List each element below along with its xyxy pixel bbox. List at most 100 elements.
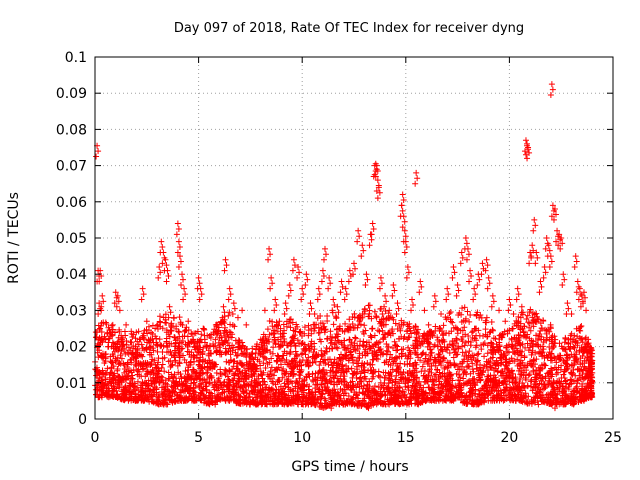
data-point xyxy=(550,378,557,385)
data-point xyxy=(461,324,468,331)
data-point xyxy=(414,175,421,182)
data-point xyxy=(528,398,535,405)
data-point xyxy=(238,375,245,382)
data-point xyxy=(486,384,493,391)
data-point xyxy=(366,345,373,352)
data-point xyxy=(157,319,164,326)
data-point xyxy=(341,328,348,335)
data-point xyxy=(312,358,319,365)
data-point xyxy=(360,247,367,254)
data-point xyxy=(310,349,317,356)
data-point xyxy=(455,344,462,351)
data-point xyxy=(228,334,235,341)
data-point xyxy=(377,388,384,395)
data-point xyxy=(213,370,220,377)
data-point xyxy=(109,351,116,358)
data-point xyxy=(414,395,421,402)
data-point xyxy=(127,367,134,374)
data-point xyxy=(99,353,106,360)
data-point xyxy=(406,347,413,354)
data-point xyxy=(209,392,216,399)
data-point xyxy=(118,355,125,362)
data-point xyxy=(93,153,100,160)
data-point xyxy=(364,350,371,357)
data-point xyxy=(100,298,107,305)
data-point xyxy=(166,303,173,310)
data-point xyxy=(504,330,511,337)
data-point xyxy=(481,340,488,347)
data-point xyxy=(302,351,309,358)
data-point xyxy=(547,253,554,260)
data-point xyxy=(108,364,115,371)
data-point xyxy=(327,340,334,347)
data-point xyxy=(460,375,467,382)
data-point xyxy=(271,307,278,314)
data-point xyxy=(135,341,142,348)
data-point xyxy=(496,347,503,354)
data-point xyxy=(345,278,352,285)
data-point xyxy=(133,358,140,365)
data-point xyxy=(517,332,524,339)
data-point xyxy=(409,382,416,389)
data-point xyxy=(214,328,221,335)
data-point xyxy=(534,254,541,261)
data-point xyxy=(104,365,111,372)
data-point xyxy=(320,359,327,366)
data-point xyxy=(579,352,586,359)
data-point xyxy=(104,330,111,337)
data-point xyxy=(117,352,124,359)
data-point xyxy=(417,278,424,285)
data-point xyxy=(198,331,205,338)
data-point xyxy=(414,326,421,333)
data-point xyxy=(208,350,215,357)
data-point xyxy=(98,335,105,342)
data-point xyxy=(143,318,150,325)
data-point xyxy=(270,327,277,334)
data-point xyxy=(121,328,128,335)
data-point xyxy=(379,310,386,317)
data-point xyxy=(445,291,452,298)
data-point xyxy=(148,393,155,400)
data-point xyxy=(406,320,413,327)
data-point xyxy=(321,357,328,364)
data-point xyxy=(280,321,287,328)
data-point xyxy=(321,371,328,378)
data-point xyxy=(376,285,383,292)
data-point xyxy=(517,324,524,331)
data-point xyxy=(191,343,198,350)
data-point xyxy=(140,291,147,298)
data-point xyxy=(431,382,438,389)
data-point xyxy=(219,314,226,321)
data-point xyxy=(574,342,581,349)
data-point xyxy=(468,329,475,336)
data-point xyxy=(374,177,381,184)
data-point xyxy=(300,394,307,401)
data-point xyxy=(144,370,151,377)
data-point xyxy=(139,366,146,373)
data-point xyxy=(571,354,578,361)
data-point xyxy=(450,324,457,331)
data-point xyxy=(453,337,460,344)
data-point xyxy=(403,274,410,281)
data-point xyxy=(197,285,204,292)
data-point xyxy=(413,342,420,349)
data-point xyxy=(315,396,322,403)
data-point xyxy=(412,365,419,372)
data-point xyxy=(274,328,281,335)
data-point xyxy=(325,356,332,363)
data-point xyxy=(441,372,448,379)
data-point xyxy=(475,387,482,394)
data-point xyxy=(501,392,508,399)
data-point xyxy=(466,393,473,400)
data-point xyxy=(237,399,244,406)
data-point xyxy=(527,306,534,313)
data-point xyxy=(566,381,573,388)
data-point xyxy=(155,401,162,408)
data-point xyxy=(326,389,333,396)
data-point xyxy=(447,308,454,315)
data-point xyxy=(523,151,530,158)
data-point xyxy=(334,333,341,340)
data-point xyxy=(574,377,581,384)
data-point xyxy=(131,387,138,394)
data-point xyxy=(215,375,222,382)
